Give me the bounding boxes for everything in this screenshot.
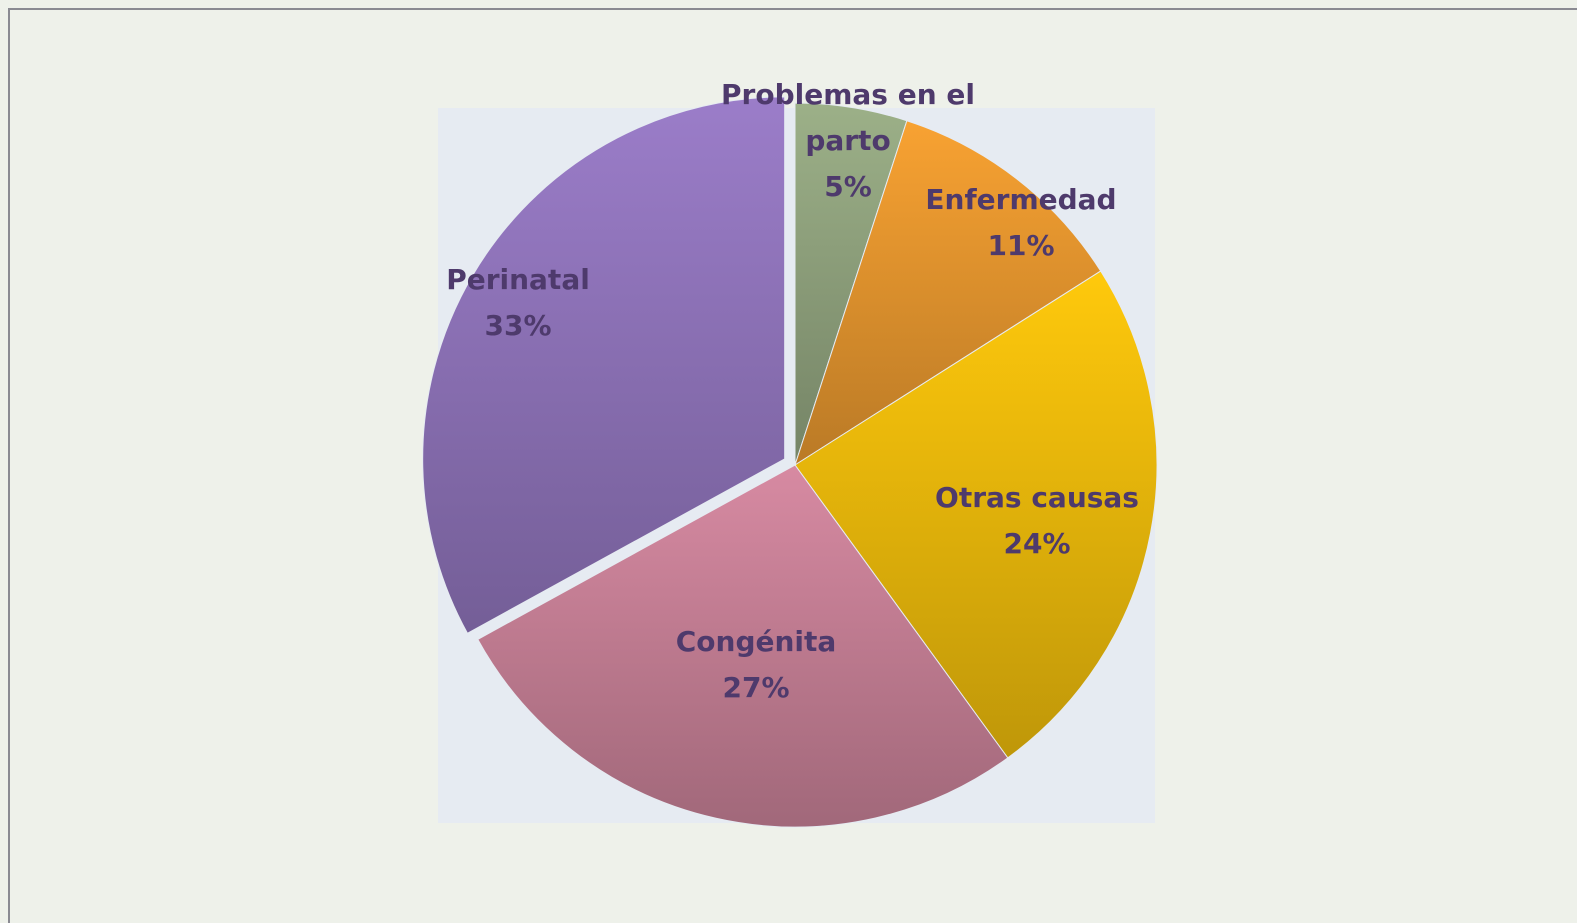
slice-label: Perinatal 33% bbox=[446, 257, 590, 349]
slice-label: Enfermedad 11% bbox=[925, 177, 1116, 269]
category-label: Congénita bbox=[675, 625, 837, 658]
value-label: 27% bbox=[722, 671, 790, 704]
value-label: 24% bbox=[1003, 527, 1071, 560]
value-label: 11% bbox=[987, 229, 1055, 262]
category-label: Otras causas bbox=[935, 481, 1139, 514]
pie-slice bbox=[794, 120, 1102, 467]
category-label: Perinatal bbox=[446, 263, 590, 296]
pie-slice bbox=[477, 464, 1009, 828]
value-label: 5% bbox=[824, 170, 872, 203]
pie-slice bbox=[794, 270, 1158, 759]
slice-label: Otras causas 24% bbox=[935, 475, 1139, 567]
category-label: Problemas en el parto bbox=[721, 78, 975, 157]
frame bbox=[8, 8, 1577, 923]
pie-slice bbox=[422, 96, 786, 634]
slice-label: Problemas en el parto 5% bbox=[713, 72, 983, 210]
value-label: 33% bbox=[484, 309, 552, 342]
category-label: Enfermedad bbox=[925, 183, 1117, 216]
slice-label: Congénita 27% bbox=[676, 619, 837, 711]
